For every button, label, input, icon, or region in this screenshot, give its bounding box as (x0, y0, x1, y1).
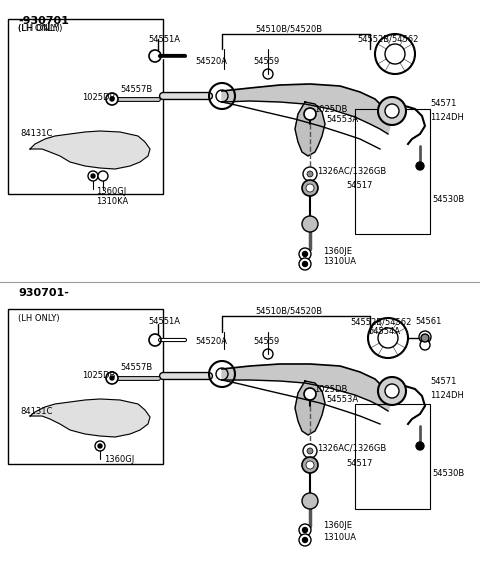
Bar (355, 109, 430, 234)
Text: 54559: 54559 (253, 337, 279, 346)
Text: 1025DB: 1025DB (82, 372, 115, 381)
Circle shape (302, 262, 308, 267)
Text: 1025DB: 1025DB (314, 105, 348, 114)
Text: 1310KA: 1310KA (96, 196, 128, 205)
Circle shape (302, 216, 318, 232)
Bar (8, 309, 163, 464)
Circle shape (302, 457, 318, 473)
Polygon shape (295, 381, 325, 435)
Circle shape (302, 537, 308, 543)
Circle shape (421, 334, 429, 342)
Text: 1326AC/1326GB: 1326AC/1326GB (317, 443, 386, 452)
Text: 1360GJ: 1360GJ (96, 187, 126, 196)
Text: (LH ONLY): (LH ONLY) (18, 314, 60, 323)
Circle shape (378, 97, 406, 125)
Text: 930701-: 930701- (18, 288, 69, 298)
Text: (LH ONLY): (LH ONLY) (18, 24, 62, 33)
Circle shape (95, 441, 105, 451)
Polygon shape (295, 102, 325, 156)
Circle shape (299, 534, 311, 546)
Circle shape (88, 171, 98, 181)
Text: -930701: -930701 (18, 16, 69, 26)
Circle shape (306, 461, 314, 469)
Bar (355, 404, 430, 509)
Circle shape (110, 97, 114, 101)
Circle shape (106, 372, 118, 384)
Text: 54517: 54517 (346, 182, 372, 191)
Text: 54552B/54562: 54552B/54562 (350, 318, 411, 327)
Circle shape (299, 524, 311, 536)
Text: 84131C: 84131C (20, 408, 52, 416)
Text: 54517: 54517 (346, 459, 372, 468)
Text: 1360JE: 1360JE (323, 522, 352, 531)
Circle shape (299, 248, 311, 260)
Text: 1124DH: 1124DH (430, 391, 464, 400)
Text: 54557B: 54557B (120, 86, 152, 95)
Circle shape (299, 258, 311, 270)
Text: 54559: 54559 (253, 58, 279, 67)
Circle shape (307, 171, 313, 177)
Text: 54553A: 54553A (326, 116, 358, 125)
Circle shape (98, 444, 102, 448)
Text: (LH ONLY): (LH ONLY) (18, 24, 60, 33)
Text: 54520A: 54520A (195, 58, 227, 67)
Polygon shape (30, 399, 150, 437)
Circle shape (307, 448, 313, 454)
Text: 1326AC/1326GB: 1326AC/1326GB (317, 166, 386, 175)
Circle shape (106, 93, 118, 105)
Circle shape (306, 184, 314, 192)
Circle shape (416, 162, 424, 170)
Circle shape (303, 444, 317, 458)
Text: 54554A: 54554A (368, 328, 400, 337)
Text: 54530B: 54530B (432, 195, 464, 204)
Text: 54551A: 54551A (148, 34, 180, 43)
Circle shape (302, 252, 308, 257)
Circle shape (416, 442, 424, 450)
Polygon shape (222, 364, 392, 411)
Polygon shape (30, 131, 150, 169)
Circle shape (304, 388, 316, 400)
Circle shape (303, 167, 317, 181)
Circle shape (385, 384, 399, 398)
Text: 54551A: 54551A (148, 316, 180, 325)
Text: 1310UA: 1310UA (323, 532, 356, 541)
Text: 1124DH: 1124DH (430, 113, 464, 122)
Circle shape (378, 377, 406, 405)
Text: 54553A: 54553A (326, 395, 358, 404)
Text: 1360GJ: 1360GJ (104, 456, 134, 465)
Text: 1360JE: 1360JE (323, 246, 352, 255)
Text: 54530B: 54530B (432, 469, 464, 478)
Bar (8, 19, 163, 194)
Text: 54571: 54571 (430, 99, 456, 108)
Text: 54571: 54571 (430, 377, 456, 386)
Text: 54561: 54561 (415, 318, 442, 327)
Circle shape (385, 104, 399, 118)
Text: 1025DB: 1025DB (314, 386, 348, 394)
Text: 54510B/54520B: 54510B/54520B (255, 306, 322, 315)
Text: 1025DB: 1025DB (82, 92, 115, 102)
Polygon shape (222, 84, 392, 134)
Text: 54510B/54520B: 54510B/54520B (255, 24, 322, 33)
Text: 54557B: 54557B (120, 364, 152, 372)
Text: 54552B/54562: 54552B/54562 (357, 34, 419, 43)
Circle shape (110, 376, 114, 380)
Circle shape (98, 171, 108, 181)
Text: 54520A: 54520A (195, 337, 227, 346)
Circle shape (302, 493, 318, 509)
Circle shape (302, 180, 318, 196)
Text: 1310UA: 1310UA (323, 258, 356, 267)
Circle shape (91, 174, 95, 178)
Circle shape (304, 108, 316, 120)
Text: 84131C: 84131C (20, 130, 52, 139)
Circle shape (302, 527, 308, 532)
Circle shape (419, 331, 431, 343)
Circle shape (420, 340, 430, 350)
